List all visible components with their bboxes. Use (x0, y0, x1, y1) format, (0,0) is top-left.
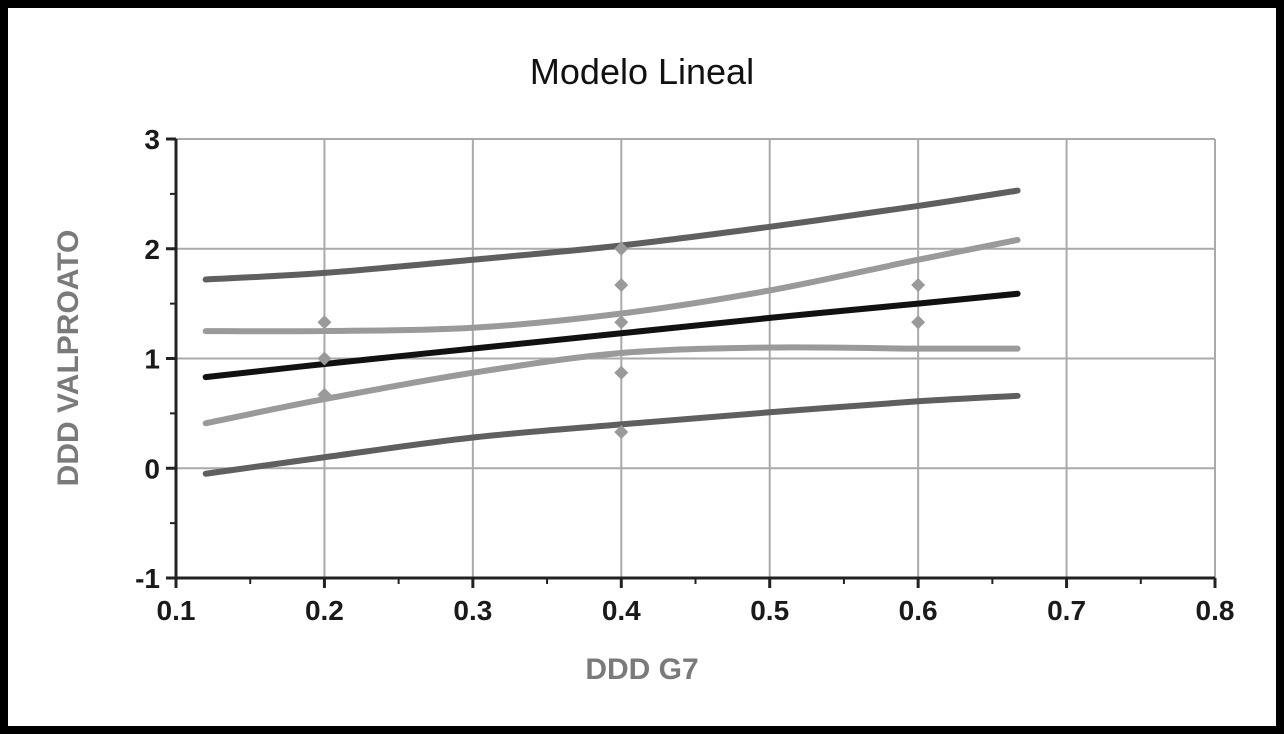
data-point (614, 315, 629, 330)
axes (166, 137, 1217, 588)
x-tick-label: 0.7 (1047, 595, 1086, 626)
series-lines (202, 187, 1021, 477)
data-point (614, 277, 629, 292)
y-tick-label: 3 (144, 124, 160, 155)
y-tick-label: 1 (144, 344, 160, 375)
series-line-prediction-lower (202, 392, 1021, 477)
x-tick-label: 0.6 (899, 595, 938, 626)
series-line-confidence-upper (202, 236, 1021, 335)
x-tick-label: 0.5 (750, 595, 789, 626)
data-point (614, 241, 629, 256)
series-line-fit (202, 290, 1021, 381)
data-point (317, 387, 332, 402)
x-tick-label: 0.2 (305, 595, 344, 626)
x-axis-label: DDD G7 (585, 653, 698, 686)
chart-title: Modelo Lineal (530, 51, 754, 92)
y-tick-label: 0 (144, 453, 160, 484)
data-point (614, 425, 629, 440)
x-tick-label: 0.1 (157, 595, 196, 626)
y-axis-label: DDD VALPROATO (52, 230, 85, 487)
grid-lines (176, 138, 1216, 578)
data-point (317, 315, 332, 330)
x-tick-label: 0.4 (602, 595, 641, 626)
data-points (317, 241, 926, 440)
tick-labels: 0.1 0.2 0.3 0.4 0.5 0.6 0.7 0.8 -1 0 1 2 3 (135, 124, 1234, 626)
chart-frame (8, 8, 1276, 726)
data-point (614, 365, 629, 380)
x-tick-label: 0.3 (453, 595, 492, 626)
y-tick-label: -1 (135, 563, 160, 594)
y-tick-label: 2 (144, 234, 160, 265)
data-point (317, 351, 332, 366)
x-tick-label: 0.8 (1196, 595, 1235, 626)
data-point (911, 277, 926, 292)
data-point (911, 315, 926, 330)
